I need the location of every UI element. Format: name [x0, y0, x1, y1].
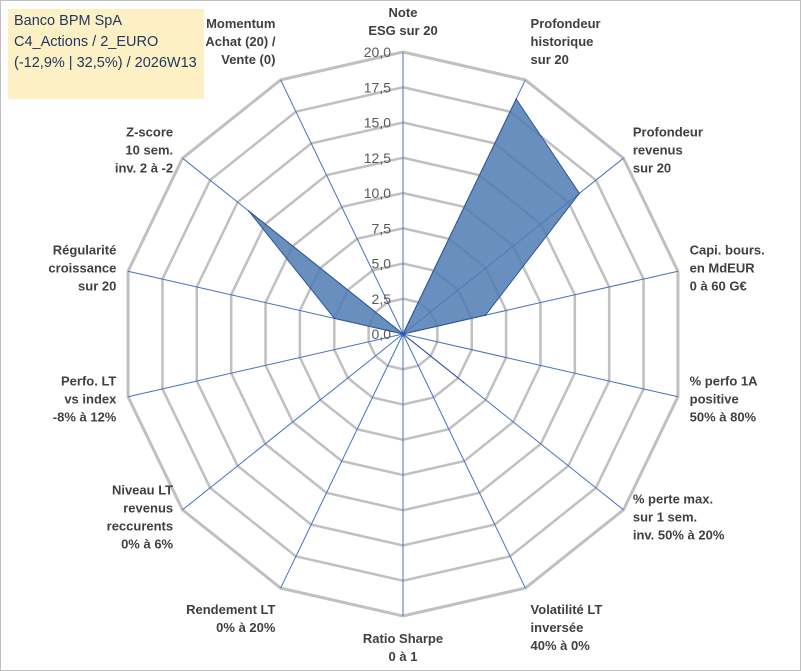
tick-label: 12,5 — [364, 150, 391, 166]
radar-spoke — [280, 333, 404, 589]
data-point — [247, 210, 250, 212]
axis-label: Note ESG sur 20 — [368, 5, 437, 38]
radar-series — [247, 97, 581, 384]
radar-spoke — [182, 333, 404, 511]
title-range-week: (-12,9% | 32,5%) / 2026W13 — [14, 55, 197, 71]
axis-label: Profondeur revenus sur 20 — [633, 125, 703, 176]
tick-label: 2,5 — [372, 291, 392, 307]
axis-label: Perfo. LT vs index -8% à 12% — [53, 373, 117, 424]
data-point — [402, 333, 404, 335]
title-category: C4_Actions / 2_EURO — [14, 34, 159, 50]
axis-label: Ratio Sharpe 0 à 1 — [363, 631, 443, 664]
axis-label: Capi. bours. en MdEUR 0 à 60 G€ — [690, 243, 765, 294]
axis-label: Profondeur historique sur 20 — [531, 16, 601, 67]
chart-title-box: Banco BPM SpA C4_Actions / 2_EURO (-12,9… — [8, 9, 204, 99]
axis-label: Rendement LT 0% à 20% — [186, 602, 276, 635]
tick-label: 10,0 — [364, 185, 391, 201]
axis-label: Régularité croissance sur 20 — [48, 243, 116, 294]
axis-label: Momentum Achat (20) / Vente (0) — [205, 16, 275, 67]
tick-label: 7,5 — [372, 220, 392, 236]
radar-spoke — [127, 333, 404, 398]
radar-spoke — [280, 79, 404, 335]
tick-label: 0,0 — [372, 326, 392, 342]
axis-label: % perfo 1A positive 50% à 80% — [690, 373, 759, 424]
tick-label: 5,0 — [372, 256, 392, 272]
axis-label: Z-score 10 sem. inv. 2 à -2 — [115, 125, 173, 176]
radar-spoke — [402, 333, 679, 398]
series-area — [248, 97, 580, 383]
radar-spoke — [402, 333, 526, 589]
tick-label: 20,0 — [364, 44, 391, 60]
data-point — [462, 381, 465, 384]
axis-label: Niveau LT revenus reccurents 0% à 6% — [107, 482, 174, 551]
data-point — [333, 317, 336, 320]
tick-label: 17,5 — [364, 79, 391, 95]
axis-label: Volatilité LT inversée 40% à 0% — [531, 602, 603, 653]
tick-label: 15,0 — [364, 115, 391, 131]
title-company: Banco BPM SpA — [14, 13, 122, 29]
data-point — [578, 192, 581, 195]
radar-axis-labels: Note ESG sur 20 Profondeur historique sur 20… — [48, 5, 764, 664]
radar-tick-labels: 0,0 2,5 5,0 7,5 10,0 12,5 15,0 17,5 20,0 — [364, 44, 391, 342]
data-point — [515, 98, 517, 100]
axis-label: % perte max. sur 1 sem. inv. 50% à 20% — [633, 491, 725, 542]
data-point — [484, 314, 487, 316]
